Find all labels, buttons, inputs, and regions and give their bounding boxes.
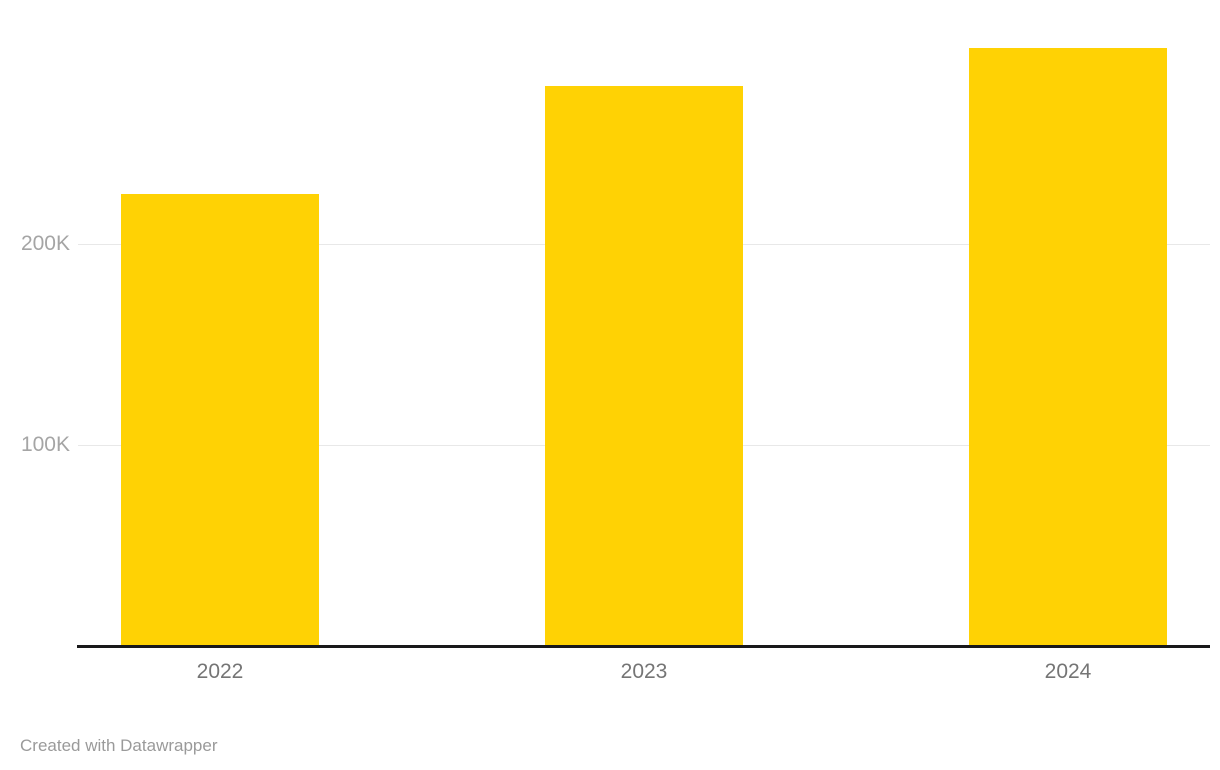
bar-2024 <box>969 48 1167 645</box>
y-tick-label: 200K <box>20 232 70 255</box>
y-tick-label: 100K <box>20 433 70 456</box>
x-tick-label: 2022 <box>196 660 244 683</box>
x-tick-label: 2023 <box>620 660 668 683</box>
bar-2022 <box>121 194 319 645</box>
x-axis-line <box>77 645 1210 648</box>
bar-2023 <box>545 86 743 645</box>
datawrapper-credit-link[interactable]: Created with Datawrapper <box>20 736 218 755</box>
x-tick-label: 2024 <box>1044 660 1092 683</box>
